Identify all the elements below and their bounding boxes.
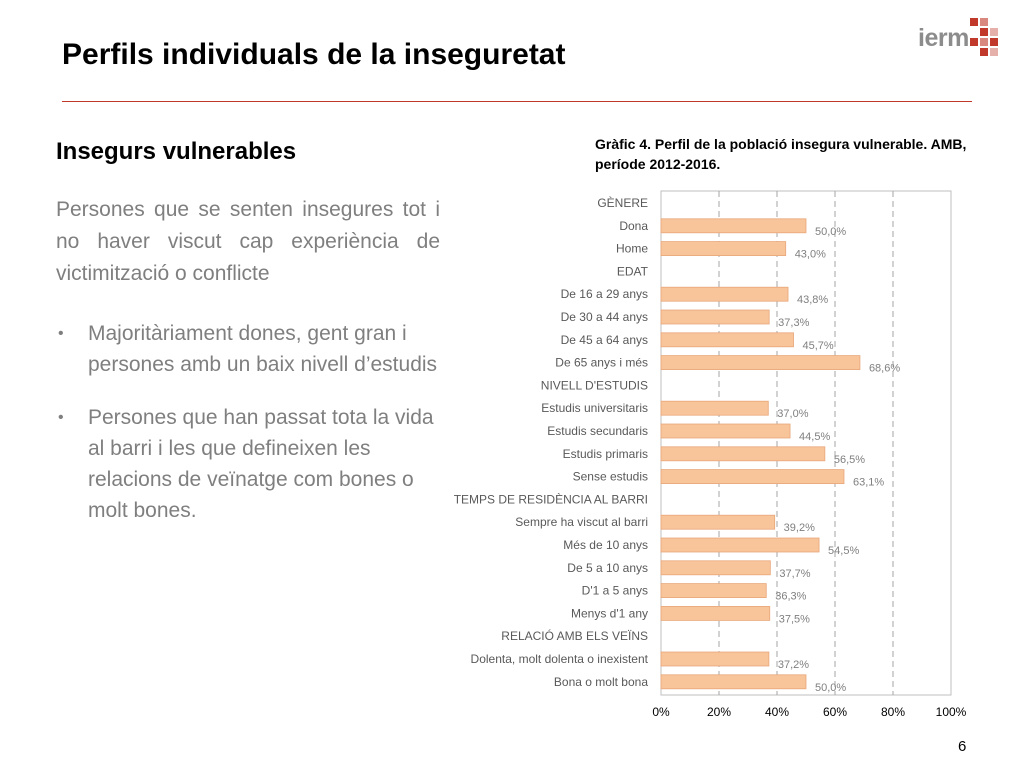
page-title: Perfils individuals de la inseguretat [62, 38, 566, 71]
bullet-dot-icon: • [58, 325, 64, 342]
category-group-header: GÈNERE [597, 195, 648, 210]
x-tick-label: 100% [936, 705, 967, 719]
category-label: D'1 a 5 anys [582, 584, 648, 598]
bar [660, 651, 770, 667]
category-label: Estudis universitaris [541, 401, 648, 415]
section-subheading: Insegurs vulnerables [56, 138, 297, 165]
data-label: 45,7% [803, 340, 834, 352]
category-label: Bona o molt bona [554, 675, 648, 689]
data-label: 44,5% [799, 431, 830, 443]
category-label: De 30 a 44 anys [561, 310, 648, 324]
x-tick-label: 40% [765, 705, 789, 719]
data-label: 63,1% [853, 477, 884, 489]
bar [660, 218, 807, 234]
data-label: 36,3% [775, 591, 806, 603]
data-label: 37,0% [777, 408, 808, 420]
page-number: 6 [958, 738, 967, 755]
bullet-dot-icon: • [58, 409, 64, 426]
plot-frame [660, 190, 952, 696]
x-tick-label: 60% [823, 705, 847, 719]
category-label: Estudis secundaris [547, 424, 648, 438]
category-label: Més de 10 anys [563, 538, 648, 552]
x-tick-label: 0% [652, 705, 670, 719]
x-tick-label: 20% [707, 705, 731, 719]
data-label: 37,7% [779, 568, 810, 580]
category-label: De 65 anys i més [555, 356, 648, 370]
bar [660, 332, 794, 348]
category-group-header: EDAT [617, 264, 649, 278]
bar [660, 446, 826, 462]
category-label: De 5 a 10 anys [567, 561, 648, 575]
bar [660, 423, 791, 439]
bullet-item: • Majoritàriament dones, gent gran i per… [56, 318, 446, 380]
bar [660, 469, 845, 485]
data-label: 68,6% [869, 363, 900, 375]
intro-paragraph: Persones que se senten insegures tot i n… [56, 198, 440, 285]
bar [660, 400, 769, 416]
bar [660, 514, 776, 530]
data-label: 37,5% [779, 613, 810, 625]
bar [660, 674, 807, 690]
category-label: Sense estudis [573, 470, 648, 484]
bar [660, 355, 861, 371]
bar [660, 537, 820, 553]
data-label: 39,2% [784, 522, 815, 534]
category-label: Dolenta, molt dolenta o inexistent [471, 652, 649, 666]
category-label: Estudis primaris [563, 447, 648, 461]
title-divider [62, 101, 972, 102]
chart-title: Gràfic 4. Perfil de la població insegura… [595, 136, 967, 172]
bar [660, 241, 787, 257]
category-group-header: RELACIÓ AMB ELS VEÏNS [501, 628, 648, 643]
data-label: 43,8% [797, 294, 828, 306]
bullet-text: Majoritàriament dones, gent gran i perso… [88, 322, 438, 376]
category-label: Home [616, 242, 648, 256]
x-tick-label: 80% [881, 705, 905, 719]
category-group-header: NIVELL D'ESTUDIS [541, 378, 648, 392]
category-label: Dona [619, 219, 648, 233]
category-label: De 16 a 29 anys [561, 287, 648, 301]
data-label: 54,5% [828, 545, 859, 557]
bullet-text: Persones que han passat tota la vida al … [88, 406, 434, 522]
data-label: 50,0% [815, 226, 846, 238]
category-label: Sempre ha viscut al barri [515, 515, 648, 529]
bullet-list: • Majoritàriament dones, gent gran i per… [56, 318, 446, 548]
category-label: De 45 a 64 anys [561, 333, 648, 347]
data-label: 56,5% [834, 454, 865, 466]
data-label: 50,0% [815, 682, 846, 694]
bar [660, 583, 767, 598]
bar [660, 309, 770, 325]
data-label: 37,2% [778, 659, 809, 671]
bar [660, 560, 771, 576]
data-label: 37,3% [778, 317, 809, 329]
iermb-logo: ierm [912, 14, 1002, 64]
category-group-header: TEMPS DE RESIDÈNCIA AL BARRI [454, 491, 648, 506]
logo-text: ierm [918, 24, 969, 52]
logo-mark-icon [970, 18, 998, 56]
bullet-item: • Persones que han passat tota la vida a… [56, 402, 446, 526]
data-label: 43,0% [795, 249, 826, 261]
bar [660, 606, 771, 621]
bar [660, 286, 789, 302]
category-label: Menys d'1 any [571, 606, 648, 620]
